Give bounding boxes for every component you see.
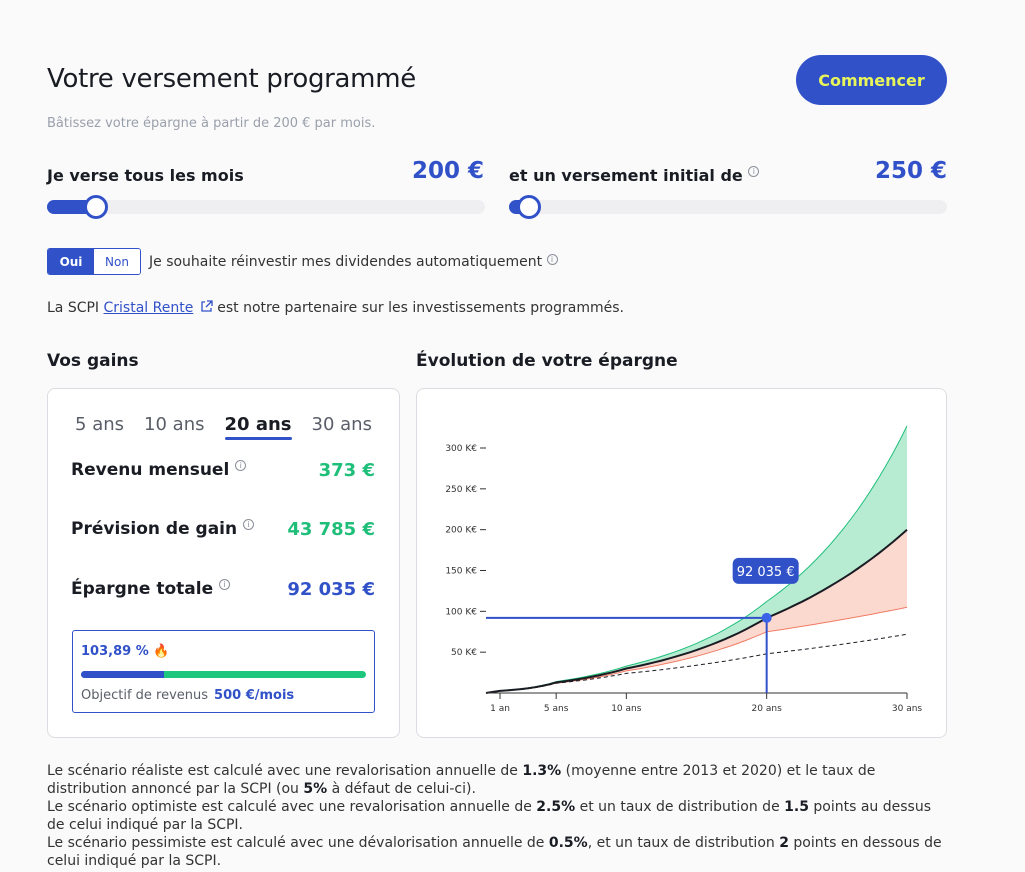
info-icon[interactable]: i: [235, 460, 247, 471]
x-tick-label: 10 ans: [611, 704, 642, 714]
tab-30-ans[interactable]: 30 ans: [311, 414, 372, 435]
initial-slider-handle[interactable]: [517, 195, 542, 219]
tab-5-ans[interactable]: 5 ans: [75, 414, 125, 435]
savings-chart: 50 K€ 100 K€ 150 K€ 200 K€ 250 K€ 300 K€ 1 an 5…: [445, 425, 923, 714]
y-tick-label: 300 K€: [445, 444, 477, 454]
reinvest-yes-button[interactable]: Oui: [48, 249, 94, 274]
total-savings-label: Épargne totale i: [71, 579, 231, 599]
tab-10-ans[interactable]: 10 ans: [144, 414, 205, 435]
initial-label: et un versement initial de i: [509, 166, 760, 185]
x-tick-label: 30 ans: [892, 704, 923, 714]
gains-heading: Vos gains: [47, 351, 139, 371]
highlight-tooltip-label: 92 035 €: [737, 565, 795, 580]
scenario-notes: Le scénario réaliste est calculé avec un…: [47, 762, 947, 870]
y-tick-label: 250 K€: [445, 485, 477, 495]
realistic-line: [485, 528, 908, 694]
reinvest-toggle[interactable]: Oui Non: [47, 248, 141, 275]
x-tick-label: 20 ans: [752, 704, 783, 714]
period-tabs: 5 ans 10 ans 20 ans 30 ans: [47, 414, 400, 440]
monthly-slider-handle[interactable]: [84, 195, 109, 219]
external-link-icon[interactable]: [200, 300, 213, 313]
info-icon[interactable]: i: [243, 519, 255, 530]
note-optimistic: Le scénario optimiste est calculé avec u…: [47, 799, 932, 833]
page-title: Votre versement programmé: [47, 64, 416, 94]
pessimistic-band: [486, 529, 907, 693]
gain-forecast-label: Prévision de gain i: [71, 519, 255, 539]
income-objective-box: 103,89 % 🔥 Objectif de revenus 500 €/mois: [72, 630, 375, 713]
monthly-label: Je verse tous les mois: [47, 166, 244, 185]
partner-link[interactable]: Cristal Rente: [103, 300, 194, 316]
info-icon[interactable]: i: [748, 166, 760, 177]
tab-20-ans[interactable]: 20 ans: [215, 414, 302, 440]
objective-progress-bar: [81, 671, 366, 678]
monthly-income-value: 373 €: [318, 460, 375, 481]
initial-value: 250 €: [874, 158, 947, 184]
note-pessimistic: Le scénario pessimiste est calculé avec …: [47, 835, 942, 869]
objective-percent: 103,89 % 🔥: [81, 644, 170, 659]
start-button[interactable]: Commencer: [796, 55, 947, 105]
x-tick-label: 1 an: [490, 704, 510, 714]
y-tick-label: 200 K€: [445, 526, 477, 536]
reinvest-text: Je souhaite réinvestir mes dividendes au…: [149, 254, 558, 270]
note-realistic: Le scénario réaliste est calculé avec un…: [47, 763, 876, 797]
y-tick-label: 150 K€: [445, 567, 477, 577]
y-tick-label: 50 K€: [451, 648, 477, 658]
monthly-slider-fill: [47, 200, 97, 214]
total-savings-value: 92 035 €: [287, 579, 375, 600]
reinvest-no-button[interactable]: Non: [94, 249, 140, 274]
page-subtitle: Bâtissez votre épargne à partir de 200 €…: [47, 116, 376, 131]
evolution-card: 50 K€ 100 K€ 150 K€ 200 K€ 250 K€ 300 K€ 1 an 5…: [416, 388, 947, 738]
optimistic-band: [486, 425, 907, 693]
highlight-tooltip: [732, 557, 799, 584]
info-icon[interactable]: i: [219, 579, 231, 590]
highlight-point: [761, 612, 772, 623]
objective-progress-fill: [81, 671, 164, 678]
monthly-income-label: Revenu mensuel i: [71, 460, 247, 480]
x-tick-label: 5 ans: [544, 704, 569, 714]
fire-icon: 🔥: [153, 644, 170, 659]
info-icon[interactable]: i: [546, 254, 558, 265]
objective-text: Objectif de revenus 500 €/mois: [81, 688, 295, 703]
monthly-slider[interactable]: [47, 195, 485, 219]
objective-amount[interactable]: 500 €/mois: [214, 688, 295, 703]
monthly-value: 200 €: [411, 158, 484, 184]
initial-slider[interactable]: [509, 195, 947, 219]
evolution-heading: Évolution de votre épargne: [416, 351, 678, 371]
gain-forecast-value: 43 785 €: [287, 519, 375, 540]
partner-text: La SCPI Cristal Rente est notre partenai…: [47, 300, 624, 316]
y-tick-label: 100 K€: [445, 607, 477, 617]
